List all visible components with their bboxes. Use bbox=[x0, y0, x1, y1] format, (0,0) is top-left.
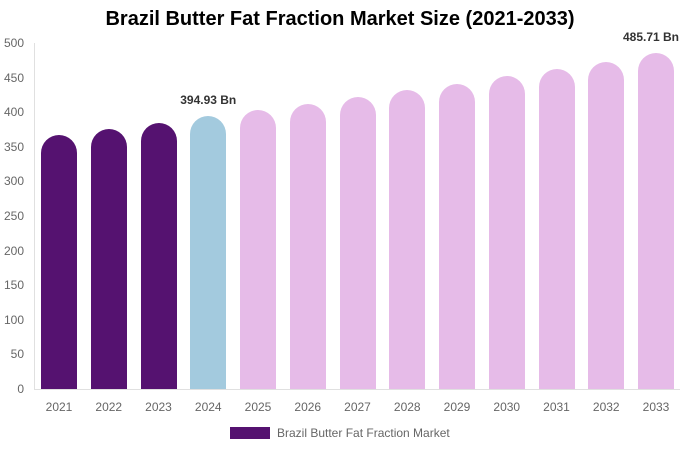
bar-2030[interactable] bbox=[488, 76, 525, 389]
bar-2033[interactable] bbox=[638, 52, 674, 389]
x-tick-label: 2028 bbox=[393, 400, 421, 414]
bar-2031[interactable] bbox=[538, 69, 575, 389]
x-tick-label: 2030 bbox=[493, 400, 521, 414]
y-tick-label: 50 bbox=[10, 347, 24, 362]
legend: Brazil Butter Fat Fraction Market bbox=[230, 426, 450, 440]
x-tick-label: 2025 bbox=[244, 400, 272, 414]
y-tick-label: 100 bbox=[3, 312, 24, 327]
x-tick-label: 2033 bbox=[642, 400, 670, 414]
x-tick-label: 2023 bbox=[145, 400, 172, 414]
x-tick-label: 2022 bbox=[95, 400, 123, 414]
x-tick-label: 2032 bbox=[592, 400, 620, 414]
y-tick-label: 500 bbox=[3, 36, 24, 50]
x-tick-label: 2026 bbox=[294, 400, 322, 414]
bar-2023[interactable] bbox=[140, 123, 177, 389]
y-tick-label: 0 bbox=[17, 382, 24, 396]
y-tick-label: 300 bbox=[3, 174, 24, 189]
bar-2024[interactable] bbox=[190, 115, 227, 389]
x-tick-label: 2031 bbox=[543, 400, 570, 414]
legend-label: Brazil Butter Fat Fraction Market bbox=[277, 426, 450, 440]
y-tick-label: 250 bbox=[3, 209, 24, 223]
y-tick-label: 350 bbox=[3, 139, 24, 154]
x-tick-label: 2027 bbox=[344, 400, 371, 414]
y-tick-label: 450 bbox=[3, 70, 24, 85]
bar-2028[interactable] bbox=[389, 90, 426, 389]
bar-2025[interactable] bbox=[240, 110, 276, 389]
x-tick-label: 2029 bbox=[443, 400, 471, 414]
bar-2021[interactable] bbox=[41, 135, 77, 389]
y-tick-label: 200 bbox=[3, 243, 24, 258]
y-axis-line bbox=[34, 43, 35, 389]
bar-2022[interactable] bbox=[90, 128, 127, 389]
y-tick-label: 150 bbox=[3, 278, 24, 293]
x-tick-label: 2024 bbox=[194, 400, 222, 414]
bar-2029[interactable] bbox=[439, 83, 475, 389]
x-axis-line bbox=[34, 389, 680, 390]
bar-2026[interactable] bbox=[289, 103, 326, 389]
bar-2032[interactable] bbox=[588, 61, 625, 389]
data-label-2024: 394.93 Bn bbox=[180, 92, 237, 107]
bar-2027[interactable] bbox=[339, 96, 376, 389]
x-tick-label: 2021 bbox=[45, 400, 73, 414]
legend-swatch bbox=[230, 427, 270, 439]
data-label-2033: 485.71 Bn bbox=[622, 29, 680, 44]
y-tick-label: 400 bbox=[3, 105, 24, 120]
chart-title: Brazil Butter Fat Fraction Market Size (… bbox=[105, 8, 575, 30]
